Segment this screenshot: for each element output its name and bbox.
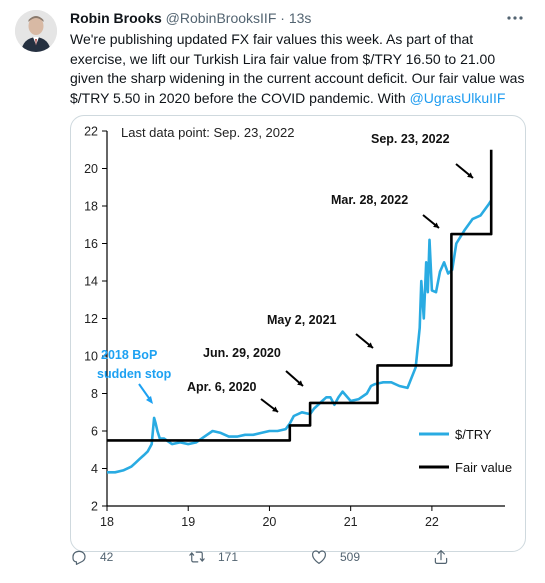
x-tick-label: 21 xyxy=(344,515,358,529)
more-icon[interactable] xyxy=(503,8,527,28)
date-annotation: Jun. 29, 2020 xyxy=(203,346,281,360)
author-handle[interactable]: @RobinBrooksIIF xyxy=(165,10,277,26)
legend-fair-value-label: Fair value xyxy=(455,460,512,475)
date-annotation: May 2, 2021 xyxy=(267,313,337,327)
y-tick-label: 16 xyxy=(84,237,98,251)
separator-dot: · xyxy=(280,10,285,26)
reply-button[interactable]: 42 xyxy=(70,547,113,567)
y-tick-label: 6 xyxy=(91,425,98,439)
like-count: 509 xyxy=(340,550,361,564)
x-tick-label: 19 xyxy=(181,515,195,529)
last-data-point-label: Last data point: Sep. 23, 2022 xyxy=(121,125,294,140)
timestamp[interactable]: 13s xyxy=(288,10,312,26)
y-tick-label: 20 xyxy=(84,162,98,176)
retweet-count: 171 xyxy=(218,550,239,564)
y-tick-label: 22 xyxy=(84,125,98,139)
author-name[interactable]: Robin Brooks xyxy=(70,10,162,26)
annotation-arrowhead xyxy=(467,172,473,178)
reply-icon xyxy=(72,550,86,565)
date-annotation: Sep. 23, 2022 xyxy=(371,132,450,146)
reply-count: 42 xyxy=(100,550,114,564)
bop-annotation-line2: sudden stop xyxy=(97,367,172,381)
fx-fair-value-chart: 2 4 6 8 10 12 14 16 18 20 22 18 19 20 21 22 Last data po… xyxy=(84,125,512,530)
x-tick-label: 20 xyxy=(262,515,276,529)
x-tick-label: 18 xyxy=(100,515,114,529)
x-tick-label: 22 xyxy=(425,515,439,529)
y-tick-label: 8 xyxy=(91,387,98,401)
like-button[interactable]: 509 xyxy=(310,547,360,567)
bop-arrowhead xyxy=(146,396,153,404)
bop-annotation-line1: 2018 BoP xyxy=(101,348,157,362)
usdtry-line xyxy=(107,199,493,474)
mention-link[interactable]: @UgrasUlkuIIF xyxy=(409,89,506,106)
avatar[interactable] xyxy=(15,10,57,52)
annotation-arrowhead xyxy=(433,222,439,228)
share-button[interactable] xyxy=(432,547,462,567)
tweet-body: We're publishing updated FX fair values … xyxy=(70,31,525,106)
legend-usdtry-label: $/TRY xyxy=(455,427,492,442)
fair-value-line xyxy=(107,149,493,442)
y-tick-label: 4 xyxy=(91,462,98,476)
y-tick-label: 2 xyxy=(91,500,98,514)
tweet-text: We're publishing updated FX fair values … xyxy=(70,30,525,108)
date-annotation: Apr. 6, 2020 xyxy=(187,380,257,394)
y-tick-label: 10 xyxy=(84,350,98,364)
share-icon xyxy=(434,550,448,564)
chart-card[interactable]: 2 4 6 8 10 12 14 16 18 20 22 18 19 20 21 22 Last data po… xyxy=(70,115,526,552)
like-icon xyxy=(312,550,326,564)
tweet-header: Robin Brooks @RobinBrooksIIF · 13s xyxy=(70,10,311,26)
y-tick-label: 18 xyxy=(84,200,98,214)
y-tick-label: 12 xyxy=(84,312,98,326)
retweet-icon xyxy=(189,551,205,563)
tweet-actions: 42 171 509 xyxy=(70,547,525,567)
annotation-arrowhead xyxy=(367,342,373,348)
retweet-button[interactable]: 171 xyxy=(188,547,238,567)
annotation-arrowhead xyxy=(297,380,303,386)
y-tick-label: 14 xyxy=(84,275,98,289)
annotation-arrowhead xyxy=(272,406,278,412)
date-annotation: Mar. 28, 2022 xyxy=(331,193,408,207)
